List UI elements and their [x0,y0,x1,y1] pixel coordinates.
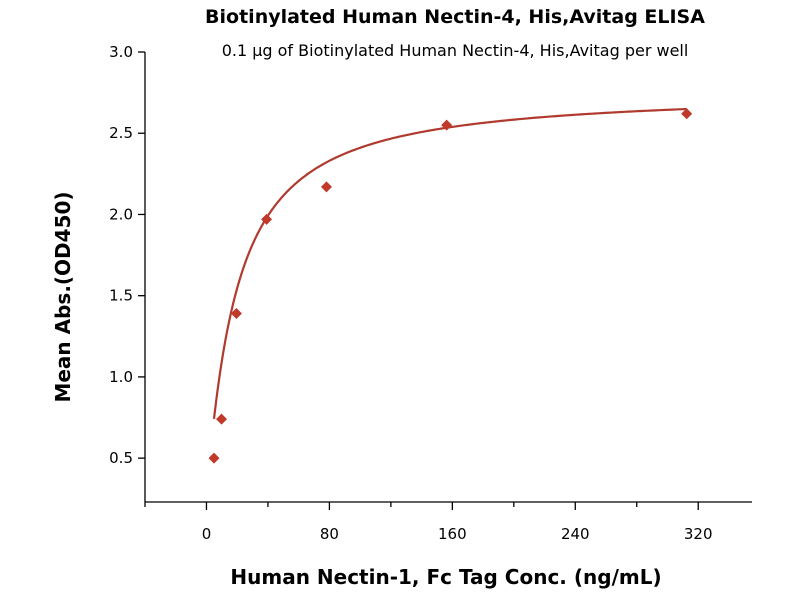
axes [144,52,752,503]
y-tick-label: 0.5 [109,449,133,467]
data-point [441,119,453,131]
y-tick-label: 1.0 [109,368,133,386]
chart-subtitle: 0.1 µg of Biotinylated Human Nectin-4, H… [222,41,689,60]
y-tick-label: 1.5 [109,287,133,305]
data-point [681,108,693,120]
x-ticks: 0 80 160 240 320 [144,502,713,543]
x-tick-label: 80 [320,525,339,543]
y-ticks: 0.5 1.0 1.5 2.0 2.5 3.0 [109,43,145,467]
fit-curve [212,107,687,419]
data-point [320,181,332,193]
x-tick-label: 240 [561,525,590,543]
data-point [230,308,242,320]
y-tick-label: 2.0 [109,205,133,223]
data-point [216,413,228,425]
data-point [261,213,273,225]
y-axis-title: Mean Abs.(OD450) [51,191,75,402]
x-axis-title: Human Nectin-1, Fc Tag Conc. (ng/mL) [230,565,661,589]
x-tick-label: 320 [684,525,713,543]
y-tick-label: 3.0 [109,43,133,61]
chart-title: Biotinylated Human Nectin-4, His,Avitag … [205,6,705,28]
y-tick-label: 2.5 [109,124,133,142]
x-tick-label: 160 [438,525,467,543]
data-points [208,108,693,464]
data-point [208,452,220,464]
x-tick-label: 0 [202,525,212,543]
